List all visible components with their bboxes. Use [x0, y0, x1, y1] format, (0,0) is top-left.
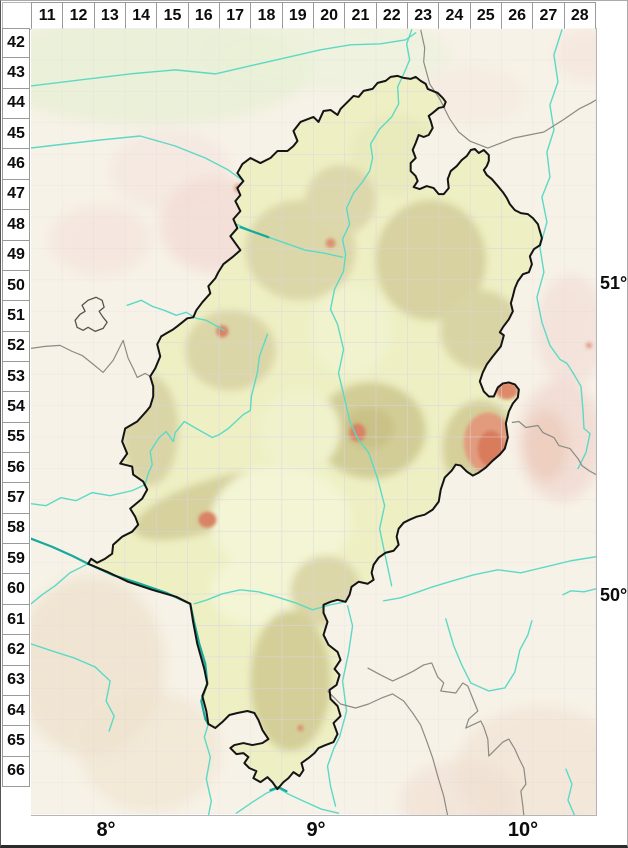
col-header: 28	[564, 2, 596, 30]
longitude-label-10: 10°	[507, 819, 539, 841]
river-nahe	[30, 563, 89, 605]
row-header: 57	[2, 483, 30, 514]
grid-corner-cell	[2, 2, 32, 30]
row-header: 42	[2, 28, 30, 59]
topographic-map	[1, 14, 627, 842]
row-header: 66	[2, 756, 30, 787]
row-header: 59	[2, 544, 30, 575]
row-header: 61	[2, 604, 30, 636]
col-header: 23	[407, 2, 440, 30]
row-header: 60	[2, 574, 30, 605]
row-header: 54	[2, 392, 30, 423]
state-boundary	[87, 74, 543, 791]
row-header: 64	[2, 695, 30, 727]
row-header: 65	[2, 726, 30, 757]
longitude-label-9: 9°	[306, 819, 326, 841]
col-header: 11	[31, 2, 64, 30]
col-header: 21	[345, 2, 377, 30]
latitude-label-50: 50°	[600, 585, 628, 605]
row-header: 56	[2, 453, 30, 484]
col-header: 13	[94, 2, 126, 30]
row-header: 58	[2, 513, 30, 545]
col-header: 25	[470, 2, 502, 30]
col-header: 17	[219, 2, 252, 30]
river-southwest-stream	[30, 643, 115, 732]
river-rhine-south	[203, 723, 213, 817]
neighbor-borders	[30, 29, 597, 817]
row-header-column: 42 43 44 45 46 47 48 49 50 51 52 53 54 5…	[2, 28, 30, 787]
row-header: 43	[2, 58, 30, 89]
river-main-east	[382, 556, 597, 602]
river-fulda	[329, 29, 413, 587]
col-header: 18	[251, 2, 283, 30]
row-header: 52	[2, 331, 30, 362]
row-header: 46	[2, 149, 30, 180]
row-header: 53	[2, 361, 30, 393]
col-header: 16	[188, 2, 220, 30]
row-header: 44	[2, 88, 30, 120]
river-main-west	[193, 589, 347, 611]
river-north-2	[30, 135, 245, 182]
map-canvas	[1, 14, 627, 842]
row-header: 50	[2, 270, 30, 302]
row-header: 51	[2, 301, 30, 332]
col-header: 12	[63, 2, 95, 30]
river-lahn	[30, 333, 269, 507]
row-header: 48	[2, 210, 30, 241]
row-header: 55	[2, 422, 30, 454]
river-north	[30, 32, 417, 87]
river-werra	[536, 29, 591, 470]
border-northeast	[420, 29, 597, 149]
border-east	[511, 420, 597, 476]
river-main-loop	[326, 605, 354, 807]
col-header: 14	[125, 2, 158, 30]
col-header: 20	[313, 2, 346, 30]
border-south	[327, 690, 449, 817]
river-east-edge	[562, 588, 597, 596]
row-header: 62	[2, 635, 30, 666]
column-header-row: 11 12 13 14 15 16 17 18 19 20 21 22 23 2…	[31, 2, 596, 30]
rivers	[30, 29, 597, 817]
river-neckar	[235, 787, 340, 814]
river-edersee	[239, 226, 270, 239]
longitude-label-8: 8°	[96, 819, 116, 841]
row-header: 63	[2, 665, 30, 696]
col-header: 26	[501, 2, 534, 30]
river-dill	[126, 299, 226, 332]
col-header: 19	[282, 2, 314, 30]
river-southeast-corner	[565, 768, 576, 817]
border-west-exclave	[74, 296, 108, 332]
row-header: 49	[2, 240, 30, 271]
latitude-label-51: 51°	[600, 273, 628, 293]
row-header: 45	[2, 119, 30, 150]
border-southeast	[367, 662, 527, 817]
border-west	[30, 339, 151, 379]
col-header: 15	[157, 2, 189, 30]
col-header: 22	[376, 2, 408, 30]
river-southeast-v	[445, 618, 533, 692]
col-header: 24	[439, 2, 471, 30]
col-header: 27	[533, 2, 565, 30]
row-header: 47	[2, 179, 30, 211]
